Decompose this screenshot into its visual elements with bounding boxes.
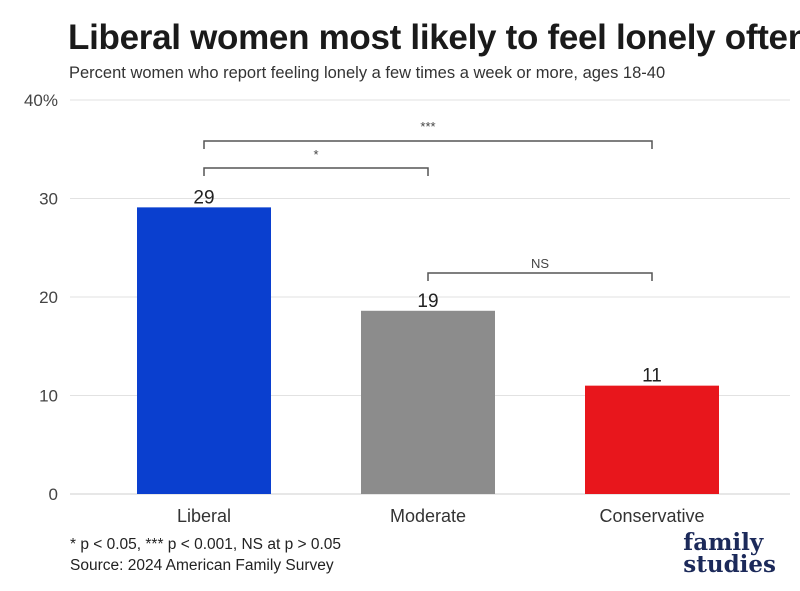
category-label-liberal: Liberal — [177, 506, 231, 526]
y-tick-label-30: 30 — [39, 190, 58, 209]
y-tick-label-0: 0 — [49, 485, 58, 504]
chart-subtitle: Percent women who report feeling lonely … — [69, 64, 666, 82]
significance-note: * p < 0.05, *** p < 0.001, NS at p > 0.0… — [70, 536, 342, 553]
data-label-conservative: 11 — [642, 366, 662, 387]
significance-label-3: NS — [531, 256, 549, 271]
bar-conservative — [585, 385, 719, 494]
category-label-moderate: Moderate — [390, 506, 466, 526]
family-studies-logo: family studies — [683, 529, 776, 578]
category-label-conservative: Conservative — [599, 506, 704, 526]
chart-title: Liberal women most likely to feel lonely… — [68, 18, 800, 57]
bar-liberal — [137, 207, 271, 495]
significance-bracket-2 — [203, 167, 429, 176]
data-label-moderate: 19 — [417, 291, 438, 312]
y-tick-label-40: 40% — [24, 91, 58, 110]
source-note: Source: 2024 American Family Survey — [70, 557, 334, 574]
y-tick-label-10: 10 — [39, 387, 58, 406]
significance-bracket-1 — [203, 140, 653, 149]
logo-line-studies: studies — [683, 551, 776, 578]
y-tick-label-20: 20 — [39, 288, 58, 307]
significance-bracket-3 — [427, 272, 653, 281]
significance-label-2: * — [313, 147, 318, 162]
significance-label-1: *** — [420, 119, 435, 134]
footnote: * p < 0.05, *** p < 0.001, NS at p > 0.0… — [70, 534, 341, 576]
logo-line-family: family — [683, 529, 764, 556]
bar-moderate — [361, 310, 495, 494]
data-label-liberal: 29 — [193, 187, 214, 208]
